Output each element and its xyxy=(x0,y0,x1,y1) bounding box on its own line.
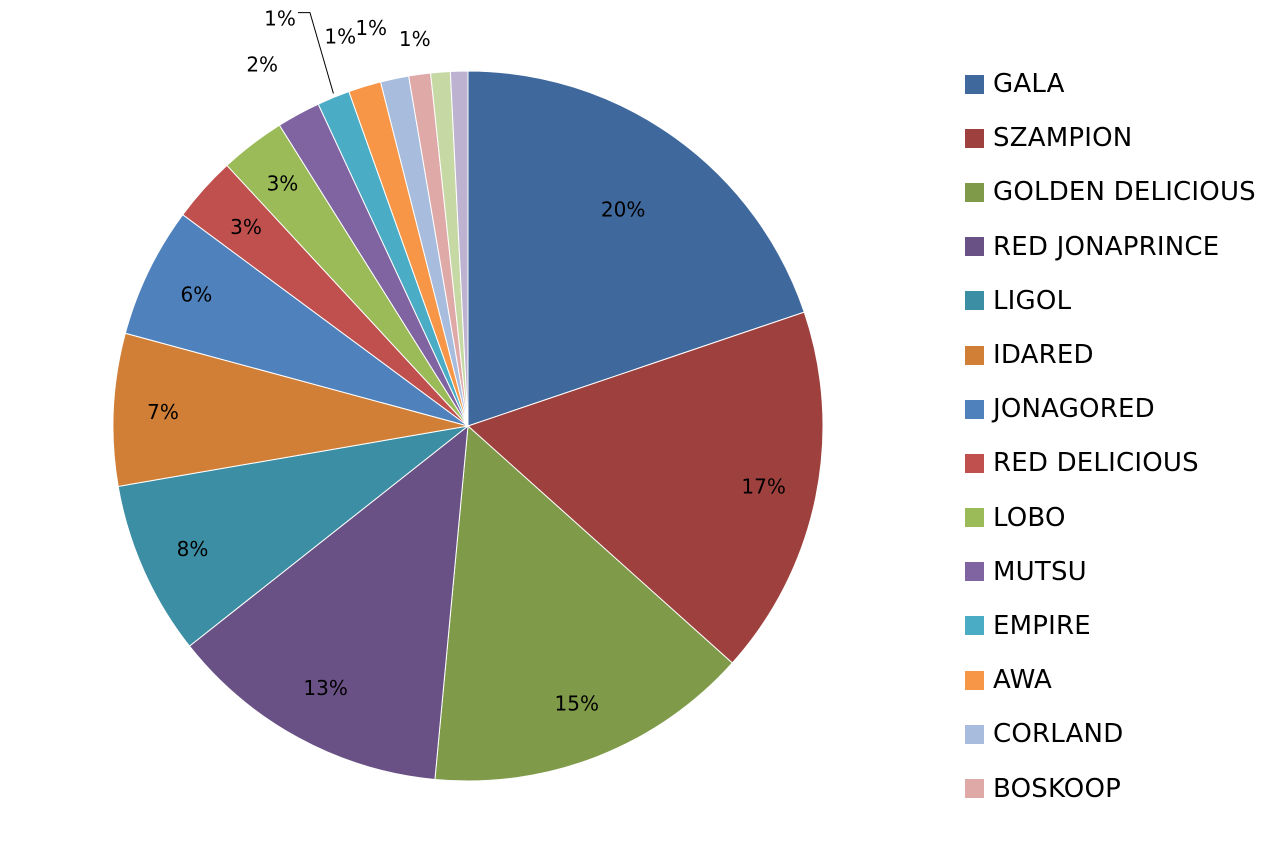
legend-swatch xyxy=(965,182,984,202)
legend-label: RED DELICIOUS xyxy=(993,448,1199,479)
data-label-gala: 20% xyxy=(601,198,645,222)
legend-item-gala: GALA xyxy=(965,57,1256,111)
data-label-jonagored: 6% xyxy=(181,282,213,306)
data-label-golden-delicious: 15% xyxy=(555,692,599,716)
data-label-ligol: 8% xyxy=(177,537,209,561)
data-label-boskoop: 1% xyxy=(399,27,431,51)
legend-label: GOLDEN DELICIOUS xyxy=(993,177,1256,208)
legend-swatch xyxy=(965,128,984,148)
legend-label: LOBO xyxy=(993,502,1066,533)
legend-swatch xyxy=(965,345,984,365)
legend-swatch xyxy=(965,562,984,582)
legend-swatch xyxy=(965,291,984,311)
legend-item-golden-delicious: GOLDEN DELICIOUS xyxy=(965,165,1256,219)
pie-slice-golden-delicious xyxy=(434,424,734,782)
data-label-idared: 7% xyxy=(147,400,179,424)
legend-label: RED JONAPRINCE xyxy=(993,231,1220,262)
legend-item-lobo: LOBO xyxy=(965,491,1256,545)
pie-slices xyxy=(112,70,824,782)
data-labels: 20%17%15%13%8%7%6%3%3%2%1%1% 1% 1% xyxy=(147,7,786,716)
legend-label: BOSKOOP xyxy=(993,773,1121,804)
legend-swatch xyxy=(965,74,984,94)
legend-label: CORLAND xyxy=(993,719,1124,750)
legend-label: AWA xyxy=(993,665,1053,696)
legend-label: LIGOL xyxy=(993,285,1072,316)
pie-slice-ligol xyxy=(117,425,469,647)
legend-item-mutsu: MUTSU xyxy=(965,545,1256,599)
pie-slice-idared xyxy=(112,332,469,488)
legend-label: JONAGORED xyxy=(993,394,1155,425)
legend-label: SZAMPION xyxy=(993,123,1133,154)
legend-swatch xyxy=(965,724,984,744)
leader-lines xyxy=(297,12,334,94)
data-label-mutsu: 2% xyxy=(246,53,278,77)
pie-chart: 20%17%15%13%8%7%6%3%3%2%1%1% 1% 1% xyxy=(112,7,824,782)
legend-label: GALA xyxy=(993,69,1065,100)
legend-swatch xyxy=(965,508,984,528)
legend-item-red-jonaprince: RED JONAPRINCE xyxy=(965,220,1256,274)
pie-slice-jonagored xyxy=(124,213,469,427)
leader-line-empire xyxy=(297,12,334,94)
data-label-red-delicious: 3% xyxy=(230,215,262,239)
legend-item-red-delicious: RED DELICIOUS xyxy=(965,436,1256,490)
legend-swatch xyxy=(965,453,984,473)
legend-item-corland: CORLAND xyxy=(965,707,1256,761)
pie-slice-extra-15 xyxy=(449,70,469,427)
data-label-corland: 1% xyxy=(355,16,387,40)
legend-item-ligol: LIGOL xyxy=(965,274,1256,328)
pie-slice-gala xyxy=(467,70,805,427)
legend-item-empire: EMPIRE xyxy=(965,599,1256,653)
legend-swatch xyxy=(965,616,984,636)
pie-slice-szampion xyxy=(467,311,824,664)
chart-legend: GALA SZAMPION GOLDEN DELICIOUS RED JONAPRIN… xyxy=(965,57,1256,816)
legend-item-szampion: SZAMPION xyxy=(965,111,1256,165)
data-label-awa: 1% xyxy=(324,24,356,48)
legend-item-boskoop: BOSKOOP xyxy=(965,761,1256,815)
legend-swatch xyxy=(965,237,984,257)
legend-swatch xyxy=(965,399,984,419)
legend-item-awa: AWA xyxy=(965,653,1256,707)
data-label-lobo: 3% xyxy=(267,172,299,196)
legend-label: IDARED xyxy=(993,340,1094,371)
legend-swatch xyxy=(965,670,984,690)
legend-swatch xyxy=(965,779,984,799)
legend-label: MUTSU xyxy=(993,556,1087,587)
data-label-red-jonaprince: 13% xyxy=(303,676,347,700)
legend-label: EMPIRE xyxy=(993,610,1091,641)
data-label-empire: 1% xyxy=(264,7,296,31)
legend-item-idared: IDARED xyxy=(965,328,1256,382)
data-label-szampion: 17% xyxy=(741,475,785,499)
pie-slice-red-jonaprince xyxy=(188,424,469,781)
legend-item-jonagored: JONAGORED xyxy=(965,382,1256,436)
